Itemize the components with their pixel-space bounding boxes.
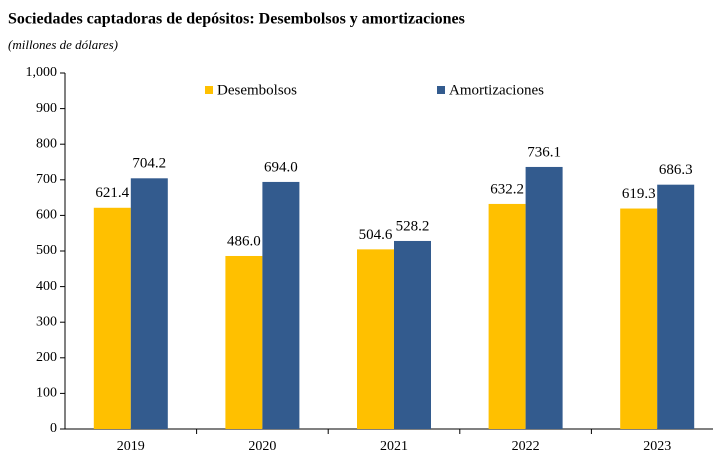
y-tick-label: 600 [36,208,57,223]
y-tick-label: 500 [36,243,57,258]
value-label: 704.2 [132,156,166,172]
bar [357,249,394,429]
y-tick-label: 400 [36,279,57,294]
value-label: 736.1 [527,144,561,160]
y-tick-label: 800 [36,136,57,151]
chart-subtitle: (millones de dólares) [8,37,118,52]
bar [394,240,431,429]
legend-label: Desembolsos [217,82,297,98]
value-label: 486.0 [227,233,261,249]
value-label: 632.2 [490,181,524,197]
bar [130,178,168,429]
value-label: 694.0 [264,159,298,175]
bar [620,208,658,429]
bar [657,184,695,429]
y-tick-label: 100 [36,386,57,401]
x-tick-label: 2019 [117,439,145,454]
x-tick-label: 2022 [512,439,540,454]
x-tick-label: 2021 [380,439,408,454]
value-label: 528.2 [396,218,430,234]
bar [93,207,131,429]
value-label: 686.3 [659,162,693,178]
y-tick-label: 900 [36,101,57,116]
bar [488,203,526,429]
bar [225,255,263,429]
y-tick-label: 200 [36,350,57,365]
y-tick-label: 700 [36,172,57,187]
x-tick-label: 2023 [643,439,671,454]
legend-label: Amortizaciones [449,82,544,98]
x-tick-label: 2020 [248,439,276,454]
value-label: 621.4 [95,185,129,201]
legend-swatch [205,86,213,94]
bar [262,181,300,429]
chart-title: Sociedades captadoras de depósitos: Dese… [8,11,465,28]
y-tick-label: 300 [36,314,57,329]
value-label: 619.3 [622,186,656,202]
y-tick-label: 1,000 [26,65,58,80]
legend-swatch [437,86,445,94]
y-tick-label: 0 [50,421,57,436]
value-label: 504.6 [359,227,393,243]
bar [525,166,563,429]
